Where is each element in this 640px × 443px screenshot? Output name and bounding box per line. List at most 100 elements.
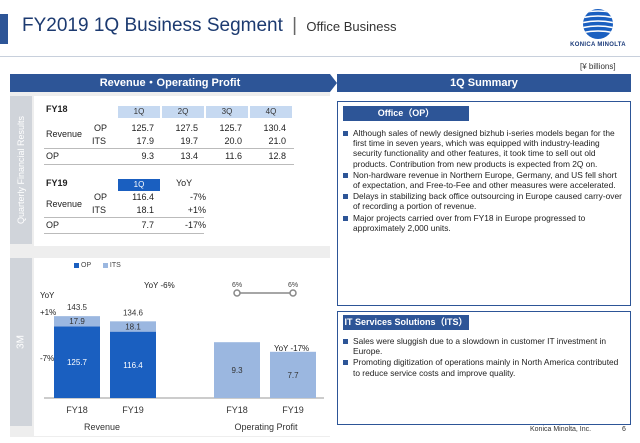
legend-label-op: OP	[81, 262, 91, 269]
fy18-cell: 20.0	[224, 136, 242, 146]
fy19-cell: 116.4	[132, 192, 154, 202]
fy18-cell: 9.3	[141, 151, 154, 161]
fy19-row-label: OP	[94, 192, 108, 202]
group-label-revenue: Revenue	[84, 422, 120, 432]
fy18-col-header: 1Q	[118, 106, 160, 118]
fy19-yoy-cell: -7%	[189, 192, 206, 202]
fy18-cell: 130.4	[263, 123, 286, 133]
revenue-yoy-op: -7%	[40, 354, 55, 363]
list-item: Sales were sluggish due to a slowdown in…	[342, 336, 622, 356]
data-label-op: 125.7	[67, 358, 88, 367]
table-rule	[44, 148, 294, 149]
fy18-row-label: ITS	[92, 136, 107, 146]
revenue-total-yoy: YoY -6%	[144, 281, 175, 290]
bar-its	[110, 321, 156, 332]
fy18-cell: 125.7	[219, 123, 242, 133]
fy18-cell: 13.4	[180, 151, 198, 161]
legend-swatch-its	[102, 262, 108, 268]
legend-label-its: ITS	[109, 262, 121, 269]
bar-operating-profit	[214, 342, 260, 398]
group-label-op: Operating Profit	[234, 422, 298, 432]
fy18-cell: 11.6	[225, 151, 242, 161]
bar-chart-svg: 125.717.9143.5FY18116.418.1134.6FY19Reve…	[44, 282, 324, 432]
margin-marker	[233, 289, 241, 297]
tick-label: FY18	[226, 405, 248, 415]
fy18-cell: 21.0	[268, 136, 286, 146]
side-tab-quarterly: Quarterly Financial Results	[10, 96, 32, 244]
bar-op	[54, 326, 100, 398]
legend-swatch-op	[74, 262, 79, 268]
office-bullets: Although sales of newly designed bizhub …	[342, 128, 622, 234]
table-rule	[44, 233, 204, 234]
right-panel-background	[337, 92, 631, 436]
fy19-row-label: ITS	[92, 205, 107, 215]
data-label-total: 143.5	[67, 303, 88, 312]
globe-logo-icon	[583, 9, 613, 39]
footer-company: Konica Minolta, Inc.	[530, 426, 592, 433]
fy19-yoy-cell: -17%	[184, 220, 206, 230]
page-number: 6	[622, 426, 626, 433]
fy18-cell: 19.7	[180, 136, 198, 146]
margin-marker	[289, 289, 297, 297]
page-title-main: FY2019 1Q Business Segment	[22, 15, 283, 36]
left-header-arrow-icon	[330, 74, 337, 92]
data-label-total: 134.6	[123, 308, 144, 317]
data-label-its: 17.9	[69, 317, 85, 326]
data-label-op-profit: 7.7	[287, 371, 299, 380]
its-bullets: Sales were sluggish due to a slowdown in…	[342, 336, 622, 379]
its-section-box	[337, 311, 631, 425]
fy18-row-label: OP	[94, 123, 108, 133]
fy18-col-header: 4Q	[250, 106, 292, 118]
margin-label: 6%	[232, 282, 242, 289]
quarterly-results-table: FY18 1Q 2Q 3Q 4Q Revenue OP ITS OP 125.7…	[34, 96, 330, 246]
left-panel-header: Revenue・Operating Profit	[10, 74, 330, 92]
right-panel-header: 1Q Summary	[337, 74, 631, 92]
side-tab-3m: 3M	[10, 258, 32, 426]
fy18-label: FY18	[46, 104, 68, 114]
fy18-cell: 12.8	[268, 151, 286, 161]
bar-op	[110, 331, 156, 398]
fy19-row-label: OP	[46, 220, 60, 230]
list-item: Non-hardware revenue in Northern Europe,…	[342, 170, 622, 190]
bar-its	[54, 316, 100, 327]
fy19-revenue-label: Revenue	[46, 199, 83, 209]
office-section-box	[337, 101, 631, 306]
tick-label: FY18	[66, 405, 88, 415]
fy19-cell: 18.1	[136, 205, 154, 215]
tick-label: FY19	[282, 405, 304, 415]
table-rule	[44, 164, 294, 165]
page-subtitle: Office Business	[306, 19, 397, 34]
list-item: Delays in stabilizing back office outsou…	[342, 191, 622, 211]
fy19-cell: 7.7	[141, 220, 154, 230]
bar-operating-profit	[270, 351, 316, 398]
fy19-yoy-cell: +1%	[187, 205, 206, 215]
tick-label: FY19	[122, 405, 144, 415]
side-tab-3m-label: 3M	[15, 335, 27, 349]
logo-wordmark: KONICA MINOLTA	[570, 42, 626, 48]
fy18-col-header: 2Q	[162, 106, 204, 118]
data-label-op-profit: 9.3	[231, 366, 243, 375]
fy19-col-header: 1Q	[118, 179, 160, 191]
page-title: FY2019 1Q Business Segment | Office Busi…	[22, 15, 396, 37]
list-item: Although sales of newly designed bizhub …	[342, 128, 622, 169]
list-item: Major projects carried over from FY18 in…	[342, 213, 622, 233]
three-month-chart: OP ITS YoY +1% -7% YoY -6% YoY -17% 125.…	[34, 258, 330, 436]
fy19-col-header: YoY	[176, 178, 193, 188]
title-divider	[0, 56, 640, 57]
revenue-yoy-label: YoY	[40, 291, 55, 300]
chart-legend: OP ITS	[74, 262, 121, 269]
revenue-yoy-its: +1%	[40, 308, 57, 317]
side-tab-quarterly-label: Quarterly Financial Results	[16, 115, 26, 225]
fy18-cell: 127.5	[175, 123, 198, 133]
title-separator: |	[292, 15, 298, 36]
fy18-cell: 17.9	[136, 136, 154, 146]
fy18-revenue-label: Revenue	[46, 129, 83, 139]
list-item: Promoting digitization of operations mai…	[342, 357, 622, 378]
data-label-op: 116.4	[123, 361, 143, 370]
op-yoy-label: YoY -17%	[274, 344, 310, 353]
fy19-label: FY19	[46, 178, 68, 188]
fy18-cell: 125.7	[131, 123, 154, 133]
title-bar: FY2019 1Q Business Segment | Office Busi…	[0, 0, 640, 60]
title-accent-bar	[0, 14, 8, 44]
unit-label: [¥ billions]	[580, 62, 616, 71]
